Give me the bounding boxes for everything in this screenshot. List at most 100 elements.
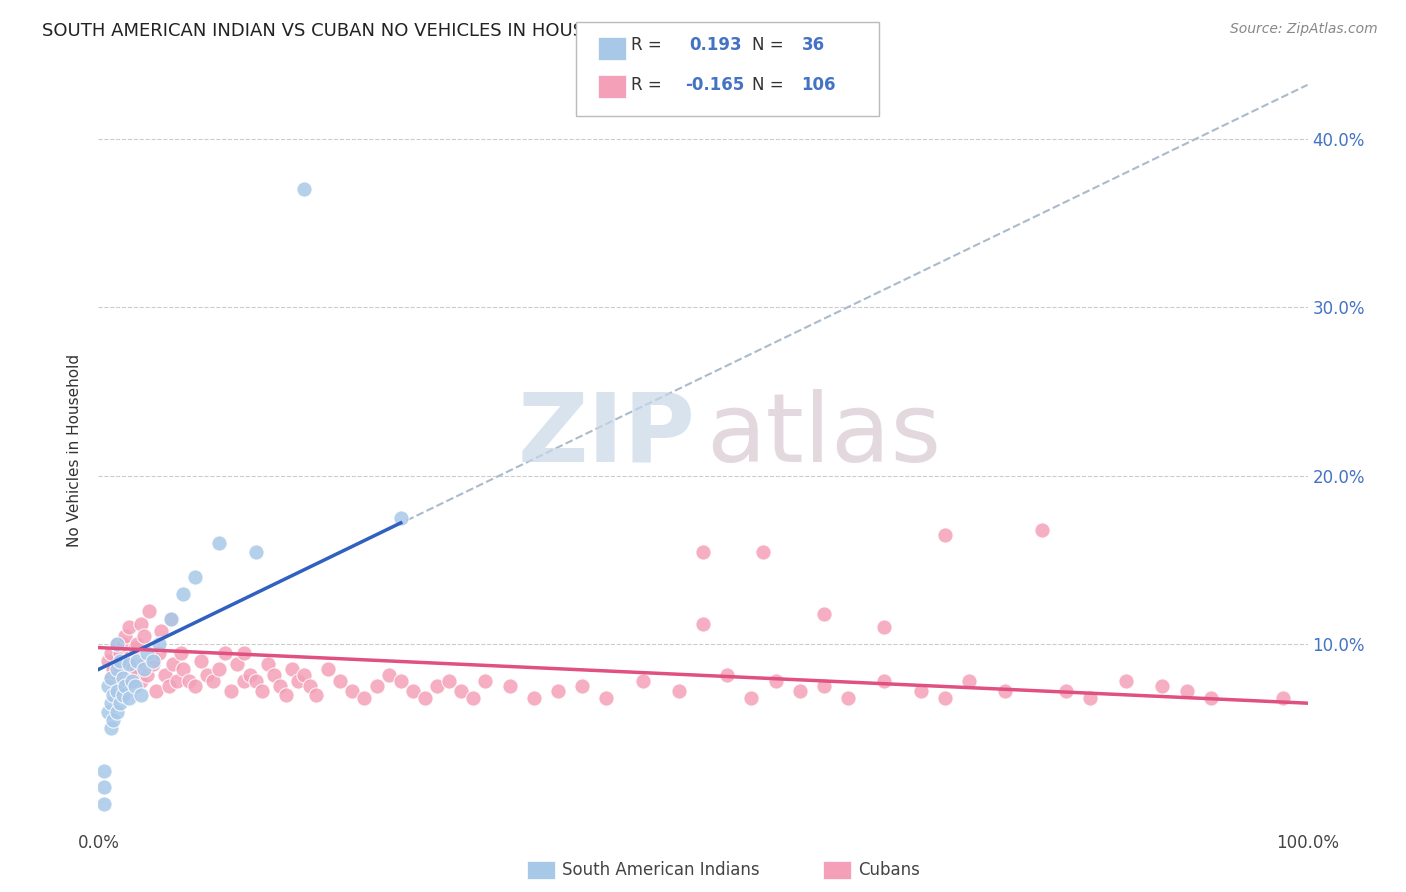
Point [105,663,128,677]
Point [190,654,212,668]
Point [274,688,297,702]
Point [281,663,304,677]
Point [1078,691,1101,706]
Point [789,684,811,698]
Point [184,570,207,584]
Point [118,657,141,672]
Point [148,637,170,651]
Point [111,637,134,651]
Point [129,617,152,632]
Point [292,667,315,681]
Point [239,667,262,681]
Point [150,624,173,638]
Point [221,684,243,698]
Text: 0.193: 0.193 [689,37,741,54]
Point [195,667,218,681]
Text: South American Indians: South American Indians [562,861,761,879]
Point [93,780,115,795]
Point [316,663,339,677]
Point [114,629,136,643]
Point [208,663,231,677]
Point [148,646,170,660]
Text: ZIP: ZIP [517,389,695,482]
Text: SOUTH AMERICAN INDIAN VS CUBAN NO VEHICLES IN HOUSEHOLD CORRELATION CHART: SOUTH AMERICAN INDIAN VS CUBAN NO VEHICL… [42,22,848,40]
Point [153,667,176,681]
Point [813,679,835,693]
Point [910,684,932,698]
Point [463,691,485,706]
Point [100,722,122,736]
Text: atlas: atlas [706,389,942,482]
Point [101,663,124,677]
Text: 106: 106 [801,76,837,94]
Point [169,646,191,660]
Point [873,620,896,634]
Point [121,674,143,689]
Point [202,674,225,689]
Point [100,696,122,710]
Point [1115,674,1137,689]
Point [450,684,472,698]
Point [135,667,157,681]
Point [1031,523,1053,537]
Point [631,674,654,689]
Point [214,646,236,660]
Point [934,527,956,541]
Point [100,671,122,685]
Point [108,646,131,660]
Point [765,674,787,689]
Point [118,620,141,634]
Point [426,679,449,693]
Point [329,674,352,689]
Point [118,691,141,706]
Point [124,667,146,681]
Point [101,713,124,727]
Point [134,663,156,677]
Point [342,684,364,698]
Point [498,679,520,693]
Point [97,679,120,693]
Point [129,688,152,702]
Point [299,679,322,693]
Text: R =: R = [631,76,662,94]
Point [129,674,152,689]
Point [108,696,131,710]
Point [118,650,141,665]
Point [208,536,231,550]
Point [994,684,1017,698]
Point [389,674,412,689]
Point [232,674,254,689]
Y-axis label: No Vehicles in Household: No Vehicles in Household [67,354,83,547]
Point [138,603,160,617]
Point [145,684,167,698]
Point [377,667,399,681]
Point [389,511,412,525]
Point [105,679,128,693]
Point [813,607,835,621]
Text: -0.165: -0.165 [685,76,744,94]
Point [127,637,149,651]
Point [172,587,194,601]
Point [571,679,593,693]
Point [287,674,309,689]
Point [595,691,617,706]
Point [245,544,267,558]
Point [111,671,134,685]
Text: R =: R = [631,37,662,54]
Point [226,657,249,672]
Point [162,657,184,672]
Point [100,671,122,685]
Point [353,691,375,706]
Text: Cubans: Cubans [858,861,920,879]
Point [692,617,714,632]
Point [245,674,267,689]
Point [547,684,569,698]
Point [160,612,183,626]
Point [160,612,183,626]
Point [142,654,165,668]
Point [413,691,436,706]
Point [1175,684,1198,698]
Point [114,679,136,693]
Point [934,691,956,706]
Point [124,679,146,693]
